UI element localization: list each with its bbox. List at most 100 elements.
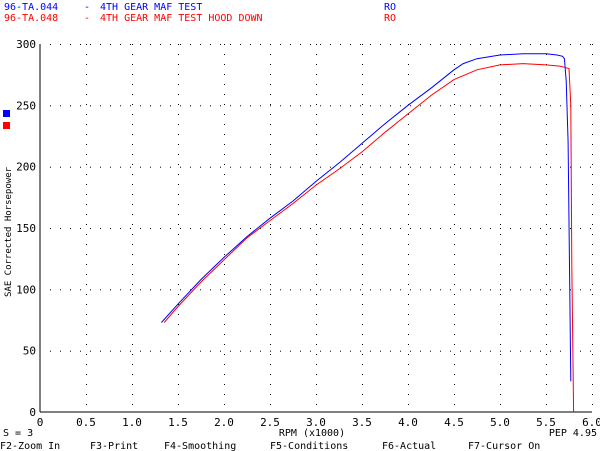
grid-dot: [360, 350, 361, 352]
grid-dot: [86, 324, 87, 325]
grid-dot: [220, 166, 221, 168]
grid-dot: [270, 124, 271, 125]
grid-dot: [410, 289, 411, 291]
grid-dot: [120, 228, 121, 229]
grid-dot: [530, 105, 531, 107]
grid-dot: [360, 44, 361, 45]
grid-dot: [316, 404, 317, 405]
grid-dot: [316, 214, 317, 215]
grid-dot: [178, 394, 179, 395]
grid-dot: [454, 224, 455, 225]
grid-dot: [520, 166, 521, 168]
y-tick-label: 150: [16, 222, 36, 235]
grid-dot: [454, 44, 455, 45]
grid-dot: [420, 44, 421, 45]
grid-dot: [408, 74, 409, 75]
fkey-f5[interactable]: F5-Conditions: [270, 441, 348, 451]
grid-dot: [362, 294, 363, 295]
grid-dot: [592, 314, 593, 315]
grid-dot: [330, 105, 331, 107]
grid-dot: [86, 394, 87, 395]
grid-dot: [580, 350, 581, 352]
grid-dot: [270, 204, 271, 205]
grid-dot: [410, 105, 411, 107]
fkey-f6[interactable]: F6-Actual: [382, 441, 436, 451]
grid-dot: [178, 264, 179, 265]
x-tick-label: 4.0: [398, 416, 418, 429]
grid-dot: [500, 124, 501, 125]
grid-dot: [540, 166, 541, 168]
grid-dot: [180, 166, 181, 168]
fkey-f3[interactable]: F3-Print: [90, 441, 138, 451]
grid-dot: [132, 164, 133, 165]
grid-dot: [240, 289, 241, 291]
grid-dot: [140, 228, 141, 229]
y-axis-label: SAE Corrected Horsepower: [4, 166, 14, 297]
grid-dot: [132, 194, 133, 195]
grid-dot: [560, 44, 561, 45]
grid-dot: [500, 404, 501, 405]
grid-dots: [50, 44, 593, 405]
fkey-f2[interactable]: F2-Zoom In: [0, 441, 60, 451]
grid-dot: [220, 44, 221, 45]
grid-dot: [132, 364, 133, 365]
grid-dot: [270, 304, 271, 305]
grid-dot: [316, 224, 317, 225]
grid-dot: [408, 44, 409, 45]
grid-dot: [408, 334, 409, 335]
grid-dot: [592, 124, 593, 125]
grid-dot: [362, 364, 363, 365]
grid-dot: [90, 289, 91, 291]
grid-dot: [178, 384, 179, 385]
grid-dot: [320, 105, 321, 107]
grid-dot: [178, 64, 179, 65]
grid-dot: [290, 44, 291, 45]
grid-dot: [592, 44, 593, 45]
axes: [39, 44, 592, 413]
grid-dot: [120, 350, 121, 352]
grid-dot: [320, 350, 321, 352]
grid-dot: [592, 164, 593, 165]
grid-dot: [280, 289, 281, 291]
grid-dot: [270, 324, 271, 325]
grid-dot: [490, 289, 491, 291]
grid-dot: [320, 228, 321, 229]
grid-dot: [70, 228, 71, 229]
x-tick-label: 3.0: [306, 416, 326, 429]
grid-dot: [70, 44, 71, 45]
grid-dot: [450, 350, 451, 352]
legend-tag-1: RO: [384, 2, 396, 13]
grid-dot: [546, 244, 547, 245]
grid-dot: [316, 364, 317, 365]
grid-dot: [200, 166, 201, 168]
grid-dot: [400, 105, 401, 107]
grid-dot: [340, 105, 341, 107]
grid-dot: [350, 166, 351, 168]
grid-dot: [230, 44, 231, 45]
grid-dot: [454, 204, 455, 205]
grid-dot: [300, 228, 301, 229]
grid-dot: [70, 166, 71, 168]
grid-dot: [330, 166, 331, 168]
grid-dot: [408, 114, 409, 115]
grid-dot: [86, 354, 87, 355]
grid-dot: [60, 228, 61, 229]
grid-dot: [592, 184, 593, 185]
grid-dot: [224, 244, 225, 245]
grid-dot: [560, 350, 561, 352]
grid-dot: [362, 214, 363, 215]
grid-dot: [546, 354, 547, 355]
grid-dot: [270, 314, 271, 315]
grid-dot: [86, 244, 87, 245]
grid-dot: [500, 74, 501, 75]
grid-dot: [500, 234, 501, 235]
fkey-f4[interactable]: F4-Smoothing: [164, 441, 236, 451]
grid-dot: [224, 154, 225, 155]
grid-dot: [570, 228, 571, 229]
fkey-f7[interactable]: F7-Cursor On: [468, 441, 540, 451]
grid-dot: [132, 204, 133, 205]
grid-dot: [546, 334, 547, 335]
grid-dot: [408, 94, 409, 95]
grid-dot: [454, 94, 455, 95]
grid-dot: [362, 204, 363, 205]
